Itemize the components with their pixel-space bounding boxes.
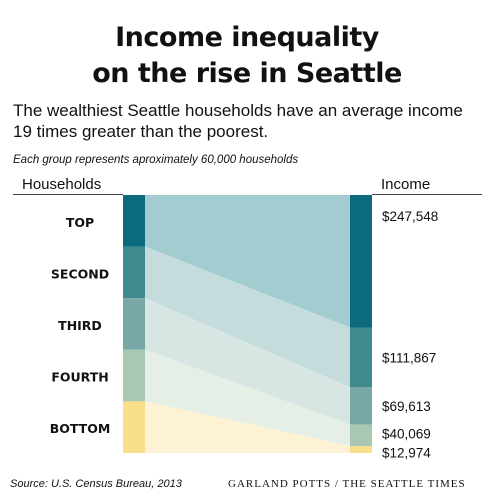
- income-bar-second: [350, 327, 372, 388]
- household-segment-bottom: [123, 401, 145, 453]
- chart-title-line-2: on the rise in Seattle: [92, 58, 402, 89]
- value-label-second: $111,867: [382, 350, 436, 365]
- category-label-bottom: BOTTOM: [50, 421, 111, 436]
- value-label-top: $247,548: [382, 209, 438, 224]
- household-segment-fourth: [123, 349, 145, 402]
- households-column-header: Households: [22, 176, 102, 193]
- category-label-fourth: FOURTH: [51, 370, 108, 385]
- income-column-header: Income: [381, 176, 431, 193]
- income-bar-bottom: [350, 446, 372, 453]
- household-segment-third: [123, 298, 145, 350]
- header-rule-right: [372, 194, 482, 195]
- category-label-third: THIRD: [58, 318, 102, 333]
- value-label-fourth: $40,069: [382, 426, 431, 441]
- flow-band-fourth: [145, 349, 350, 447]
- chart-subtitle: The wealthiest Seattle households have a…: [13, 101, 463, 141]
- income-bar-third: [350, 387, 372, 425]
- flow-band-top: [145, 195, 350, 328]
- flow-band-third: [145, 298, 350, 425]
- chart-note: Each group represents aproximately 60,00…: [13, 154, 299, 166]
- chart-title-line-1: Income inequality: [115, 22, 379, 53]
- household-segment-second: [123, 246, 145, 299]
- category-label-top: TOP: [66, 215, 94, 230]
- income-bar-top: [350, 195, 372, 328]
- header-rule-left: [13, 194, 123, 195]
- income-bar-fourth: [350, 424, 372, 447]
- value-label-bottom: $12,974: [382, 446, 431, 461]
- credit-line: GARLAND POTTS / THE SEATTLE TIMES: [228, 478, 466, 490]
- value-label-third: $69,613: [382, 399, 431, 414]
- flow-band-bottom: [145, 401, 350, 453]
- category-label-second: SECOND: [51, 266, 109, 281]
- household-segment-top: [123, 195, 145, 247]
- flow-band-second: [145, 246, 350, 388]
- source-note: Source: U.S. Census Bureau, 2013: [10, 478, 182, 490]
